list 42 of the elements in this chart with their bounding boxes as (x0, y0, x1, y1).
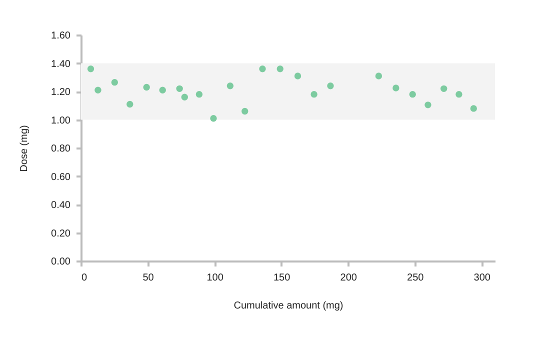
x-tick-label: 300 (474, 272, 491, 284)
y-tick-label: 0.80 (51, 144, 71, 154)
y-tick-label: 1.40 (51, 58, 71, 70)
point (196, 90, 203, 98)
y-axis-title: Dose (mg) (19, 125, 30, 172)
point (409, 90, 416, 98)
point (310, 90, 318, 98)
point (470, 105, 477, 112)
point (327, 82, 334, 90)
y-tick-label: 1.20 (51, 87, 71, 98)
point (126, 100, 134, 108)
point (226, 82, 234, 90)
point (143, 84, 150, 91)
point (259, 66, 266, 72)
y-tick-label: 0.20 (51, 228, 71, 240)
point (424, 102, 432, 108)
point (176, 85, 183, 92)
point (392, 84, 400, 92)
y-tick-label: 1.00 (51, 115, 71, 126)
x-tick-label: 200 (340, 272, 358, 284)
point (159, 86, 166, 94)
point (456, 90, 462, 98)
point (440, 85, 448, 92)
x-tick-label: 250 (407, 272, 424, 284)
y-tick-label: 0.60 (51, 172, 71, 183)
point (276, 66, 284, 72)
x-tick-label: 50 (142, 272, 154, 284)
point (375, 72, 382, 80)
point (294, 72, 302, 80)
point (242, 108, 248, 115)
x-tick-label: 100 (206, 272, 224, 284)
x-axis-title: Cumulative amount (mg) (234, 300, 344, 312)
x-tick-label: 150 (273, 272, 291, 284)
point (181, 94, 188, 100)
y-tick-label: 1.60 (51, 30, 71, 42)
point (87, 66, 94, 72)
y-tick-label: 0.00 (51, 256, 71, 268)
point (94, 86, 102, 94)
y-tick-label: 0.40 (51, 200, 71, 211)
x-tick-label: 0 (82, 272, 88, 284)
point (111, 78, 118, 86)
point (210, 114, 217, 122)
